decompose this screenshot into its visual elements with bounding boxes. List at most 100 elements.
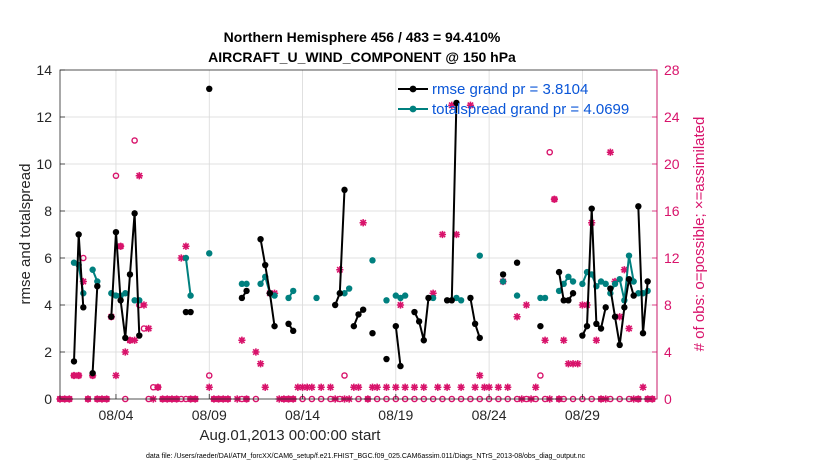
rmse-point <box>513 259 521 266</box>
rmse-point <box>415 318 423 325</box>
totalspread-point <box>345 285 353 292</box>
obs-assimilated-point <box>303 383 311 391</box>
rmse-point <box>537 322 544 330</box>
totalspread-point <box>313 294 320 302</box>
x-tick-label: 08/14 <box>285 407 320 423</box>
y-left-tick-label: 6 <box>44 250 52 266</box>
totalspread-point <box>602 280 609 288</box>
obs-assimilated-point <box>504 383 512 391</box>
rmse-point <box>593 320 600 327</box>
obs-possible-point <box>131 137 138 144</box>
obs-assimilated-point <box>522 301 531 309</box>
totalspread-point <box>243 280 250 288</box>
legend-spread-marker <box>409 105 417 113</box>
y-left-tick-label: 10 <box>36 156 52 172</box>
rmse-point <box>555 268 563 276</box>
rmse-line <box>394 325 402 367</box>
rmse-point <box>359 306 367 313</box>
obs-assimilated-point <box>368 383 377 391</box>
legend-rmse-label: rmse grand pr = 3.8104 <box>432 81 588 98</box>
rmse-point <box>616 341 623 349</box>
obs-possible-point <box>341 372 348 379</box>
obs-assimilated-point <box>513 313 521 321</box>
y-right-tick-label: 12 <box>664 250 680 266</box>
y-right-tick-label: 8 <box>664 297 672 313</box>
obs-assimilated-point <box>373 383 381 391</box>
totalspread-point <box>611 280 619 288</box>
totalspread-line <box>184 257 192 296</box>
totalspread-point <box>499 278 507 285</box>
obs-assimilated-point <box>135 172 143 180</box>
obs-possible-point <box>205 372 213 379</box>
rmse-point <box>336 290 344 297</box>
y-left-tick-label: 0 <box>44 391 52 407</box>
obs-assimilated-point <box>79 277 87 286</box>
rmse-point <box>448 297 455 304</box>
obs-assimilated-point <box>294 383 302 391</box>
obs-assimilated-point <box>620 266 628 274</box>
rmse-point <box>579 332 586 339</box>
obs-assimilated-point <box>438 230 447 239</box>
totalspread-point <box>565 273 572 280</box>
obs-assimilated-point <box>350 383 358 391</box>
obs-assimilated-point <box>564 360 572 368</box>
obs-assimilated-point <box>401 383 409 391</box>
obs-assimilated-point <box>205 383 213 391</box>
totalspread-point <box>555 287 563 295</box>
totalspread-point <box>383 297 390 304</box>
obs-assimilated-point <box>471 383 479 391</box>
totalspread-point <box>537 294 544 302</box>
obs-assimilated-point <box>70 371 78 380</box>
rmse-point <box>285 320 292 327</box>
y-right-tick-label: 16 <box>664 203 680 219</box>
rmse-point <box>443 297 451 304</box>
y-left-tick-label: 2 <box>44 344 52 360</box>
rmse-point <box>597 325 605 332</box>
rmse-point <box>392 322 400 330</box>
totalspread-point <box>513 292 521 299</box>
y-right-tick-label: 28 <box>664 62 680 78</box>
obs-assimilated-point <box>569 360 577 368</box>
rmse-point <box>117 297 124 304</box>
y-right-tick-label: 20 <box>664 156 680 172</box>
totalspread-point <box>401 292 409 299</box>
obs-assimilated-point <box>485 383 493 391</box>
rmse-point <box>238 294 246 302</box>
totalspread-point <box>131 297 138 304</box>
rmse-point <box>126 271 134 278</box>
rmse-point <box>75 231 82 238</box>
obs-assimilated-point <box>606 148 614 156</box>
obs-assimilated-point <box>126 336 134 344</box>
totalspread-point <box>122 290 129 297</box>
rmse-point <box>369 330 376 337</box>
rmse-point <box>108 313 115 320</box>
x-tick-label: 08/29 <box>565 407 600 423</box>
obs-assimilated-point <box>117 242 125 250</box>
obs-assimilated-point <box>480 383 489 391</box>
rmse-point <box>341 186 348 194</box>
rmse-line <box>91 286 99 374</box>
rmse-point <box>471 320 479 327</box>
obs-assimilated-point <box>238 336 246 344</box>
obs-assimilated-point <box>466 101 475 109</box>
obs-possible-point <box>546 148 554 156</box>
rmse-point <box>420 337 427 344</box>
chart-title-line2: AIRCRAFT_U_WIND_COMPONENT @ 150 hPa <box>208 49 516 65</box>
x-tick-label: 08/04 <box>98 407 133 423</box>
obs-assimilated-point <box>574 360 582 368</box>
obs-assimilated-point <box>639 383 647 391</box>
y-right-tick-label: 0 <box>664 391 672 407</box>
rmse-point <box>621 304 628 311</box>
rmse-point <box>425 294 432 302</box>
obs-assimilated-point <box>592 336 600 344</box>
obs-assimilated-point <box>182 242 190 250</box>
rmse-point <box>499 271 507 278</box>
obs-possible-point <box>537 372 544 379</box>
rmse-point <box>607 285 614 292</box>
obs-assimilated-point <box>429 289 437 297</box>
totalspread-point <box>187 292 194 299</box>
rmse-point <box>411 308 418 316</box>
obs-assimilated-point <box>410 383 419 391</box>
y-right-tick-label: 4 <box>664 344 672 360</box>
